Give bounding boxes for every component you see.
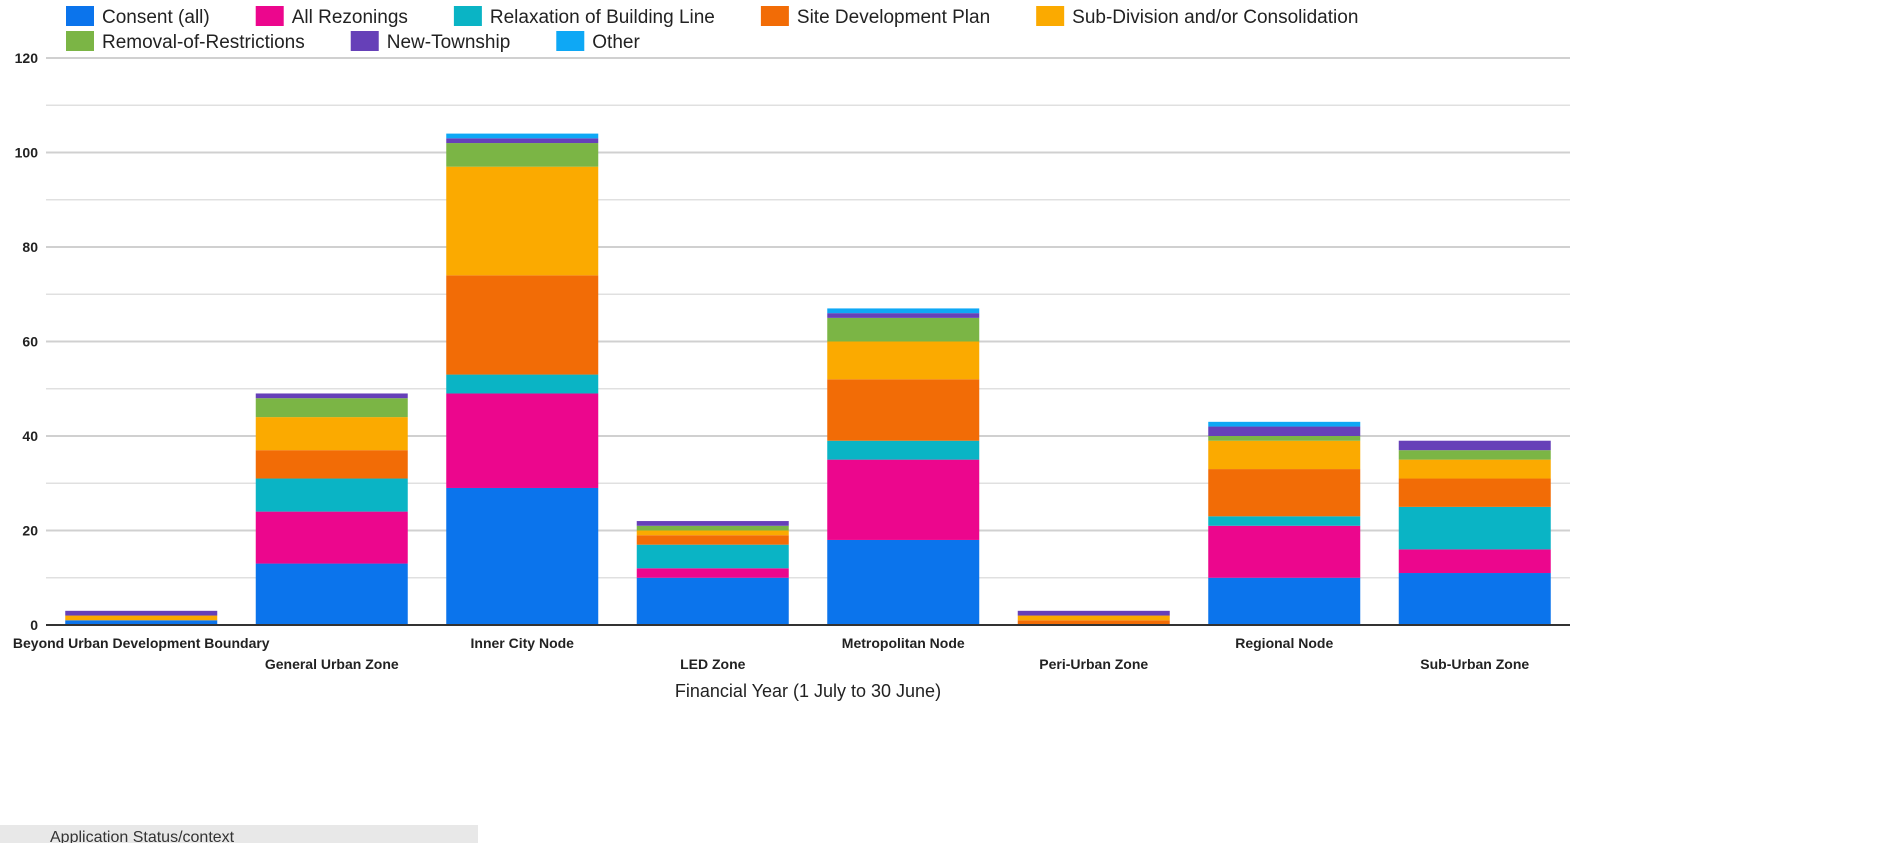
legend-swatch xyxy=(350,31,379,51)
x-axis-labels: Beyond Urban Development Boundary General… xyxy=(13,635,1530,672)
y-tick-label: 100 xyxy=(15,145,39,161)
bar-segment[interactable] xyxy=(636,530,789,536)
bar-segment[interactable] xyxy=(1398,478,1551,507)
bar-segment[interactable] xyxy=(255,511,408,564)
bar-segment[interactable] xyxy=(827,317,980,342)
x-tick-label: Sub-Urban Zone xyxy=(1420,656,1529,672)
y-tick-label: 120 xyxy=(15,50,39,66)
bar-segment[interactable] xyxy=(255,478,408,512)
bar-segment[interactable] xyxy=(446,374,599,394)
bar-segment[interactable] xyxy=(1208,577,1361,625)
bar-segment[interactable] xyxy=(827,379,980,441)
bar-segment[interactable] xyxy=(255,450,408,479)
bar-segment[interactable] xyxy=(636,544,789,569)
legend-swatch xyxy=(66,6,94,26)
chart-legend: Consent (all) All Rezonings Relaxation of … xyxy=(66,6,1358,53)
bar-segment[interactable] xyxy=(1208,469,1361,517)
legend-swatch xyxy=(556,31,585,51)
bar-segment[interactable] xyxy=(827,341,980,380)
legend-label: New-Township xyxy=(387,32,511,53)
bar-segment[interactable] xyxy=(446,275,599,375)
bar-segment[interactable] xyxy=(255,563,408,625)
bar-segment[interactable] xyxy=(1398,459,1551,479)
bar-segment[interactable] xyxy=(1398,549,1551,574)
bar-segment[interactable] xyxy=(1398,450,1551,460)
legend-label: Sub-Division and/or Consolidation xyxy=(1072,7,1358,28)
x-tick-label: General Urban Zone xyxy=(265,656,399,672)
bar-segment[interactable] xyxy=(827,313,980,318)
bar-segment[interactable] xyxy=(1208,426,1361,436)
legend-swatch xyxy=(1036,6,1065,26)
bar-segment[interactable] xyxy=(1208,516,1361,526)
bar-segment[interactable] xyxy=(446,166,599,276)
bottom-strip: Application Status/context xyxy=(0,825,478,843)
legend-label: All Rezonings xyxy=(292,7,408,28)
bar-segment[interactable] xyxy=(1398,506,1551,550)
legend-label: Removal-of-Restrictions xyxy=(102,32,305,53)
bar-segment[interactable] xyxy=(636,577,789,625)
bar-segment[interactable] xyxy=(827,539,980,625)
bar-segment[interactable] xyxy=(636,525,789,531)
bar-segment[interactable] xyxy=(1017,610,1170,616)
legend-swatch xyxy=(760,6,789,26)
bar-segment[interactable] xyxy=(65,610,218,616)
bar-segment[interactable] xyxy=(255,417,408,451)
bar-segment[interactable] xyxy=(636,568,789,578)
bar-segment[interactable] xyxy=(1208,525,1361,578)
bar-segment[interactable] xyxy=(1208,421,1361,427)
x-tick-label: Inner City Node xyxy=(471,635,575,651)
legend-item[interactable]: All Rezonings xyxy=(255,6,408,28)
legend-item[interactable]: Consent (all) xyxy=(66,6,210,28)
legend-item[interactable]: Removal-of-Restrictions xyxy=(66,31,305,53)
bar-segment[interactable] xyxy=(1208,436,1361,441)
y-tick-label: 60 xyxy=(22,334,38,350)
bar-segment[interactable] xyxy=(1017,615,1170,621)
bar-segment[interactable] xyxy=(827,308,980,314)
x-tick-label: Beyond Urban Development Boundary xyxy=(13,635,270,651)
y-tick-label: 0 xyxy=(30,617,38,633)
legend-item[interactable]: Relaxation of Building Line xyxy=(453,6,715,28)
bar-segment[interactable] xyxy=(1208,440,1361,470)
bar-segment[interactable] xyxy=(1017,620,1170,625)
bar-segment[interactable] xyxy=(636,535,789,545)
legend-swatch xyxy=(255,6,284,26)
bar-segment[interactable] xyxy=(446,138,599,144)
chart-bars xyxy=(65,133,1551,625)
y-tick-label: 40 xyxy=(22,428,38,444)
bar-segment[interactable] xyxy=(1398,573,1551,625)
bar-segment[interactable] xyxy=(827,459,980,540)
x-tick-label: Peri-Urban Zone xyxy=(1039,656,1148,672)
legend-item[interactable]: Site Development Plan xyxy=(760,6,990,28)
bar-segment[interactable] xyxy=(65,615,218,621)
legend-swatch xyxy=(453,6,482,26)
legend-item[interactable]: Sub-Division and/or Consolidation xyxy=(1036,6,1358,28)
bar-segment[interactable] xyxy=(255,393,408,399)
x-tick-label: Metropolitan Node xyxy=(842,635,965,651)
legend-label: Site Development Plan xyxy=(797,7,990,28)
bar-segment[interactable] xyxy=(446,133,599,139)
y-tick-label: 80 xyxy=(22,239,38,255)
y-tick-label: 20 xyxy=(22,523,38,539)
legend-label: Other xyxy=(592,32,640,53)
x-tick-label: LED Zone xyxy=(680,656,746,672)
footer-text: Application Status/context xyxy=(50,829,235,843)
bar-segment[interactable] xyxy=(827,440,980,460)
bar-segment[interactable] xyxy=(446,487,599,625)
bar-segment[interactable] xyxy=(446,143,599,167)
legend-label: Relaxation of Building Line xyxy=(490,7,715,28)
x-axis-title: Financial Year (1 July to 30 June) xyxy=(675,681,941,701)
legend-item[interactable]: New-Township xyxy=(350,31,511,53)
bar-segment[interactable] xyxy=(636,521,789,526)
legend-swatch xyxy=(66,31,94,51)
legend-item[interactable]: Other xyxy=(556,31,640,53)
y-axis-ticks: 0 20 40 60 80 100 120 xyxy=(15,50,39,633)
legend-label: Consent (all) xyxy=(102,7,210,28)
x-tick-label: Regional Node xyxy=(1235,635,1333,651)
bar-segment[interactable] xyxy=(446,393,599,488)
bar-segment[interactable] xyxy=(255,398,408,418)
bar-segment[interactable] xyxy=(65,620,218,625)
bar-segment[interactable] xyxy=(1398,440,1551,451)
